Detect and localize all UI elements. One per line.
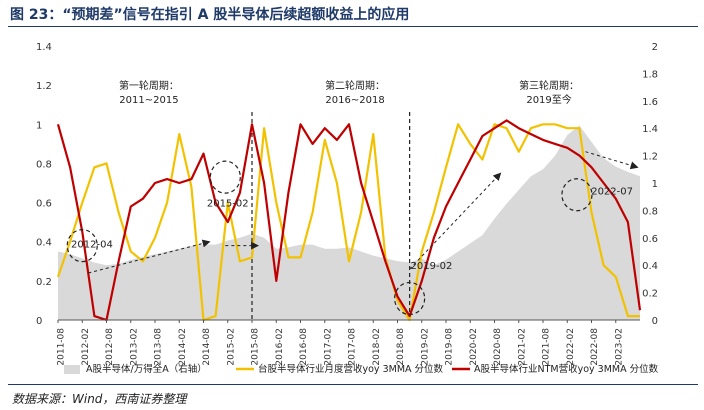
annotation-label: 2015-02 xyxy=(207,198,249,209)
x-tick-label: 2013-08 xyxy=(154,328,164,366)
x-tick-label: 2019-02 xyxy=(420,328,430,366)
x-tick-label: 2016-08 xyxy=(299,328,309,366)
axes: 0 0.2 0.4 0.6 0.8 1 1.2 1.4 0 0.2 0.4 0.6 0.8 1 1.2 1.4… xyxy=(36,42,658,366)
x-tick-label: 2013-02 xyxy=(129,328,139,366)
x-tick-label: 2014-02 xyxy=(178,328,188,366)
area-layer xyxy=(58,125,640,320)
x-tick-label: 2021-02 xyxy=(517,328,527,366)
annotation-label: 2022-07 xyxy=(591,187,633,198)
annotation-label: 第三轮周期： xyxy=(519,79,579,92)
legend-label-0: A股半导体/万得全A（右轴） xyxy=(86,363,207,375)
signal-circle-0 xyxy=(66,229,98,263)
x-tick-label: 2022-02 xyxy=(566,328,576,366)
x-tick-label: 2011-08 xyxy=(57,328,67,366)
y-left-tick-label: 0.2 xyxy=(36,277,52,288)
y-right-tick-label: 1 xyxy=(652,179,658,190)
y-right-tick-label: 0 xyxy=(652,316,658,327)
series-line-2 xyxy=(56,119,642,322)
x-tick-label: 2015-02 xyxy=(226,328,236,366)
x-tick-label: 2017-02 xyxy=(323,328,333,366)
y-right-tick-label: 0.4 xyxy=(642,261,658,272)
x-tick-label: 2012-02 xyxy=(81,328,91,366)
y-left-tick-label: 1 xyxy=(36,120,42,131)
y-right-tick-label: 1.2 xyxy=(642,152,658,163)
y-left-tick-label: 1.4 xyxy=(36,42,52,53)
x-tick-label: 2017-08 xyxy=(348,328,358,366)
annotation-label: 2019-02 xyxy=(411,261,453,272)
x-tick-label: 2016-02 xyxy=(275,328,285,366)
x-tick-label: 2019-08 xyxy=(445,328,455,366)
series-line-1 xyxy=(56,123,640,322)
trend-arrow-2 xyxy=(409,172,502,270)
y-right-tick-label: 0.2 xyxy=(642,289,658,300)
x-tick-label: 2012-08 xyxy=(105,328,115,366)
annotation-label: 2011~2015 xyxy=(119,95,178,106)
x-tick-label: 2023-02 xyxy=(614,328,624,366)
line-layer xyxy=(56,119,642,322)
legend-label-2: A股半导体行业NTM营收yoy 3MMA 分位数 xyxy=(474,363,659,375)
annotation-marks xyxy=(66,151,639,316)
figure-title: 图 23：“预期差”信号在指引 A 股半导体后续超额收益上的应用 xyxy=(10,7,410,23)
annotation-text: 第一轮周期：2011~2015第二轮周期：2016~2018第三轮周期：2019… xyxy=(71,79,633,272)
x-tick-label: 2014-08 xyxy=(202,328,212,366)
y-left-tick-label: 1.2 xyxy=(36,81,52,92)
annotation-label: 2019至今 xyxy=(526,93,571,106)
y-left-tick-label: 0.6 xyxy=(36,199,52,210)
trend-arrow-0 xyxy=(88,239,211,274)
y-right-tick-label: 1.6 xyxy=(642,97,658,108)
x-tick-label: 2022-08 xyxy=(590,328,600,366)
legend-swatch-0 xyxy=(64,365,80,374)
annotation-label: 2012-04 xyxy=(71,240,113,251)
source-note: 数据来源：Wind，西南证券整理 xyxy=(12,392,187,406)
y-right-tick-label: 1.4 xyxy=(642,124,658,135)
y-right-tick-label: 0.8 xyxy=(642,206,658,217)
x-tick-label: 2020-08 xyxy=(493,328,503,366)
legend: A股半导体/万得全A（右轴） 台股半导体行业月度营收yoy 3MMA 分位数 A股半… xyxy=(64,363,659,375)
annotation-label: 第一轮周期： xyxy=(119,79,179,92)
annotation-label: 2016~2018 xyxy=(325,95,384,106)
y-right-tick-label: 2 xyxy=(652,42,658,53)
annotation-label: 第二轮周期： xyxy=(325,79,385,92)
signal-circle-2 xyxy=(394,281,426,316)
title-rule xyxy=(8,26,698,27)
signal-circle-3 xyxy=(561,178,593,212)
y-left-tick-label: 0 xyxy=(36,316,42,327)
x-tick-label: 2018-02 xyxy=(372,328,382,366)
y-right-tick-label: 0.6 xyxy=(642,234,658,245)
x-tick-label: 2015-08 xyxy=(251,328,261,366)
y-left-tick-label: 0.4 xyxy=(36,238,52,249)
x-tick-label: 2018-08 xyxy=(396,328,406,366)
signal-circle-1 xyxy=(209,160,241,194)
y-left-tick-label: 0.8 xyxy=(36,159,52,170)
chart: 0 0.2 0.4 0.6 0.8 1 1.2 1.4 0 0.2 0.4 0.6 0.8 1 1.2 1.4… xyxy=(36,42,659,375)
x-tick-label: 2020-02 xyxy=(469,328,479,366)
bottom-rule xyxy=(8,384,698,385)
legend-label-1: 台股半导体行业月度营收yoy 3MMA 分位数 xyxy=(258,363,444,375)
series-area-0 xyxy=(58,125,640,320)
y-right-tick-label: 1.8 xyxy=(642,69,658,80)
x-tick-label: 2021-08 xyxy=(542,328,552,366)
